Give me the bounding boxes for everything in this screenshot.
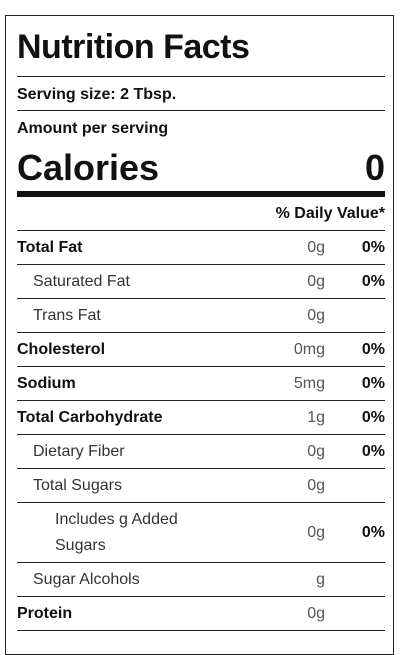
amount-per-serving: Amount per serving	[17, 120, 169, 137]
nutrient-name: Total Fat	[17, 238, 83, 256]
nutrient-name: Saturated Fat	[33, 272, 130, 290]
calories-label: Calories	[17, 146, 160, 188]
nutrient-daily-value: 0%	[361, 238, 385, 256]
calories-value: 0	[364, 146, 385, 188]
nutrient-amount: 1g	[307, 408, 325, 426]
nutrient-daily-value: 0%	[361, 442, 385, 460]
nutrient-row-saturated-fat: Saturated Fat 0g 0%	[17, 265, 385, 299]
nutrient-row-trans-fat: Trans Fat 0g	[17, 299, 385, 333]
nutrient-name: Sodium	[17, 374, 76, 392]
nutrient-row-total-sugars: Total Sugars 0g	[17, 469, 385, 503]
daily-value-header: % Daily Value*	[17, 197, 385, 231]
nutrient-row-added-sugars: Includes g Added Sugars 0g 0%	[17, 503, 385, 563]
nutrient-amount: 0g	[307, 272, 325, 290]
nutrient-name: Protein	[17, 604, 73, 622]
calories-row: Calories 0	[17, 144, 385, 197]
nutrition-facts-panel: Nutrition Facts Serving size: 2 Tbsp. Am…	[5, 15, 394, 655]
nutrient-row-dietary-fiber: Dietary Fiber 0g 0%	[17, 435, 385, 469]
serving-size: Serving size: 2 Tbsp.	[17, 77, 385, 111]
nutrient-row-sodium: Sodium 5mg 0%	[17, 367, 385, 401]
nutrient-name: Includes g Added Sugars	[55, 510, 178, 554]
nutrient-amount: 5mg	[293, 374, 325, 392]
nutrient-amount: 0g	[307, 523, 325, 541]
nutrient-amount: 0mg	[293, 340, 325, 358]
nutrient-amount: 0g	[307, 306, 325, 324]
nutrient-amount: 0g	[307, 442, 325, 460]
nutrient-daily-value: 0%	[361, 408, 385, 426]
nutrient-name: Sugar Alcohols	[33, 570, 140, 588]
nutrient-row-total-carbohydrate: Total Carbohydrate 1g 0%	[17, 401, 385, 435]
nutrient-daily-value: 0%	[361, 272, 385, 290]
nutrient-name: Total Sugars	[33, 476, 122, 494]
nutrient-daily-value: 0%	[361, 374, 385, 392]
nutrient-daily-value: 0%	[361, 340, 385, 358]
nutrient-amount: g	[316, 570, 325, 588]
nutrient-name: Trans Fat	[33, 306, 101, 324]
nutrient-row-sugar-alcohols: Sugar Alcohols g	[17, 563, 385, 597]
nutrient-daily-value: 0%	[361, 523, 385, 541]
label-title: Nutrition Facts	[17, 16, 385, 77]
nutrient-amount: 0g	[307, 604, 325, 622]
nutrient-row-total-fat: Total Fat 0g 0%	[17, 231, 385, 265]
nutrient-row-cholesterol: Cholesterol 0mg 0%	[17, 333, 385, 367]
nutrient-amount: 0g	[307, 476, 325, 494]
nutrient-row-protein: Protein 0g	[17, 597, 385, 631]
nutrient-name: Total Carbohydrate	[17, 408, 163, 426]
nutrient-name: Dietary Fiber	[33, 442, 125, 460]
nutrient-name: Cholesterol	[17, 340, 106, 358]
nutrient-amount: 0g	[307, 238, 325, 256]
